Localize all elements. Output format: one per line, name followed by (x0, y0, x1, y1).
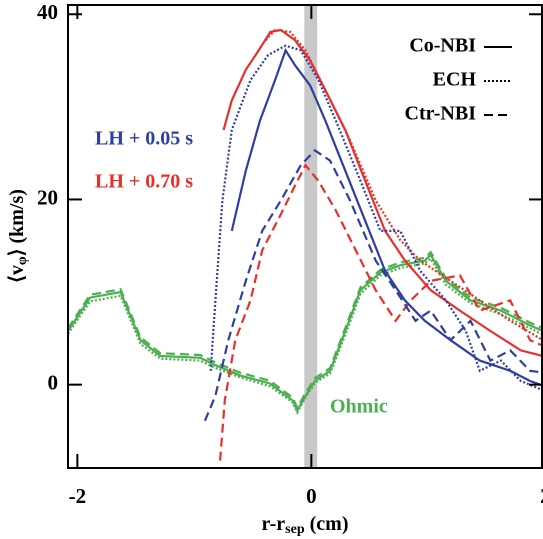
data-line (230, 47, 543, 387)
data-line (264, 28, 543, 342)
x-tick-label: 0 (306, 484, 317, 508)
group-label: LH + 0.70 s (95, 171, 193, 193)
data-line (68, 257, 543, 415)
plot-area (68, 5, 543, 468)
group-label: LH + 0.05 s (95, 128, 193, 150)
plot-frame (67, 4, 543, 469)
x-tick-label: 2 (540, 484, 543, 508)
y-tick-label: 40 (37, 0, 58, 24)
y-tick-label: 0 (48, 370, 59, 394)
data-line (222, 28, 543, 358)
y-tick-label: 20 (37, 185, 58, 209)
data-line (68, 253, 543, 414)
x-label-end: (cm) (305, 513, 349, 535)
shade-band (304, 5, 318, 468)
y-label-main: ⟨v (6, 265, 28, 283)
legend-label: Co-NBI (409, 35, 476, 57)
y-label-end: ⟩ (km/s) (6, 189, 28, 256)
y-label-sub: φ (15, 256, 30, 265)
group-label: Ohmic (330, 396, 388, 418)
data-line (209, 44, 543, 392)
x-tick-label: -2 (69, 484, 87, 508)
data-line (203, 148, 543, 422)
x-label-sub: sep (285, 522, 305, 537)
data-line (219, 163, 543, 461)
y-axis-label: ⟨vφ⟩ (km/s) (6, 189, 31, 283)
x-axis-label: r-rsep (cm) (262, 513, 349, 538)
legend-label: Ctr-NBI (405, 103, 477, 125)
legend-label: ECH (433, 69, 477, 91)
x-label-main: r-r (262, 513, 286, 535)
